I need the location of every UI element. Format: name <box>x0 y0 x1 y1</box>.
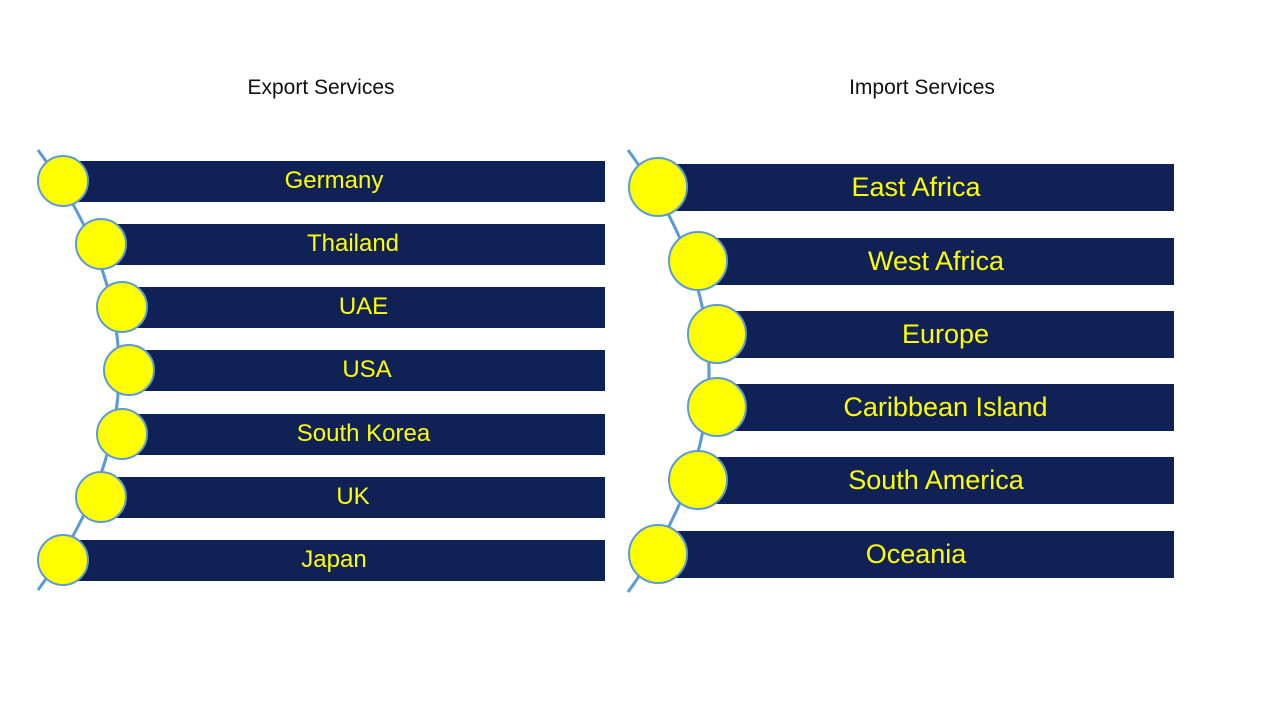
export-marker-circle <box>96 408 148 460</box>
export-item-uae: UAE <box>122 286 605 328</box>
export-item-japan: Japan <box>63 539 605 581</box>
import-services-title: Import Services <box>849 76 995 99</box>
export-marker-circle <box>103 344 155 396</box>
import-item-caribbean-island: Caribbean Island <box>717 383 1174 431</box>
export-services-title: Export Services <box>247 76 395 99</box>
import-item-west-africa: West Africa <box>698 237 1174 285</box>
export-marker-circle <box>75 471 127 523</box>
export-item-south-korea: South Korea <box>122 413 605 455</box>
import-marker-circle <box>668 231 728 291</box>
export-item-uk: UK <box>101 476 605 518</box>
import-marker-circle <box>687 377 747 437</box>
import-item-oceania: Oceania <box>658 530 1174 578</box>
export-item-usa: USA <box>129 349 605 391</box>
export-item-thailand: Thailand <box>101 223 605 265</box>
import-item-europe: Europe <box>717 310 1174 358</box>
import-marker-circle <box>628 157 688 217</box>
export-marker-circle <box>37 534 89 586</box>
import-marker-circle <box>628 524 688 584</box>
export-marker-circle <box>75 218 127 270</box>
import-item-east-africa: East Africa <box>658 163 1174 211</box>
export-marker-circle <box>96 281 148 333</box>
export-marker-circle <box>37 155 89 207</box>
import-marker-circle <box>687 304 747 364</box>
import-marker-circle <box>668 450 728 510</box>
export-item-germany: Germany <box>63 160 605 202</box>
import-item-south-america: South America <box>698 456 1174 504</box>
